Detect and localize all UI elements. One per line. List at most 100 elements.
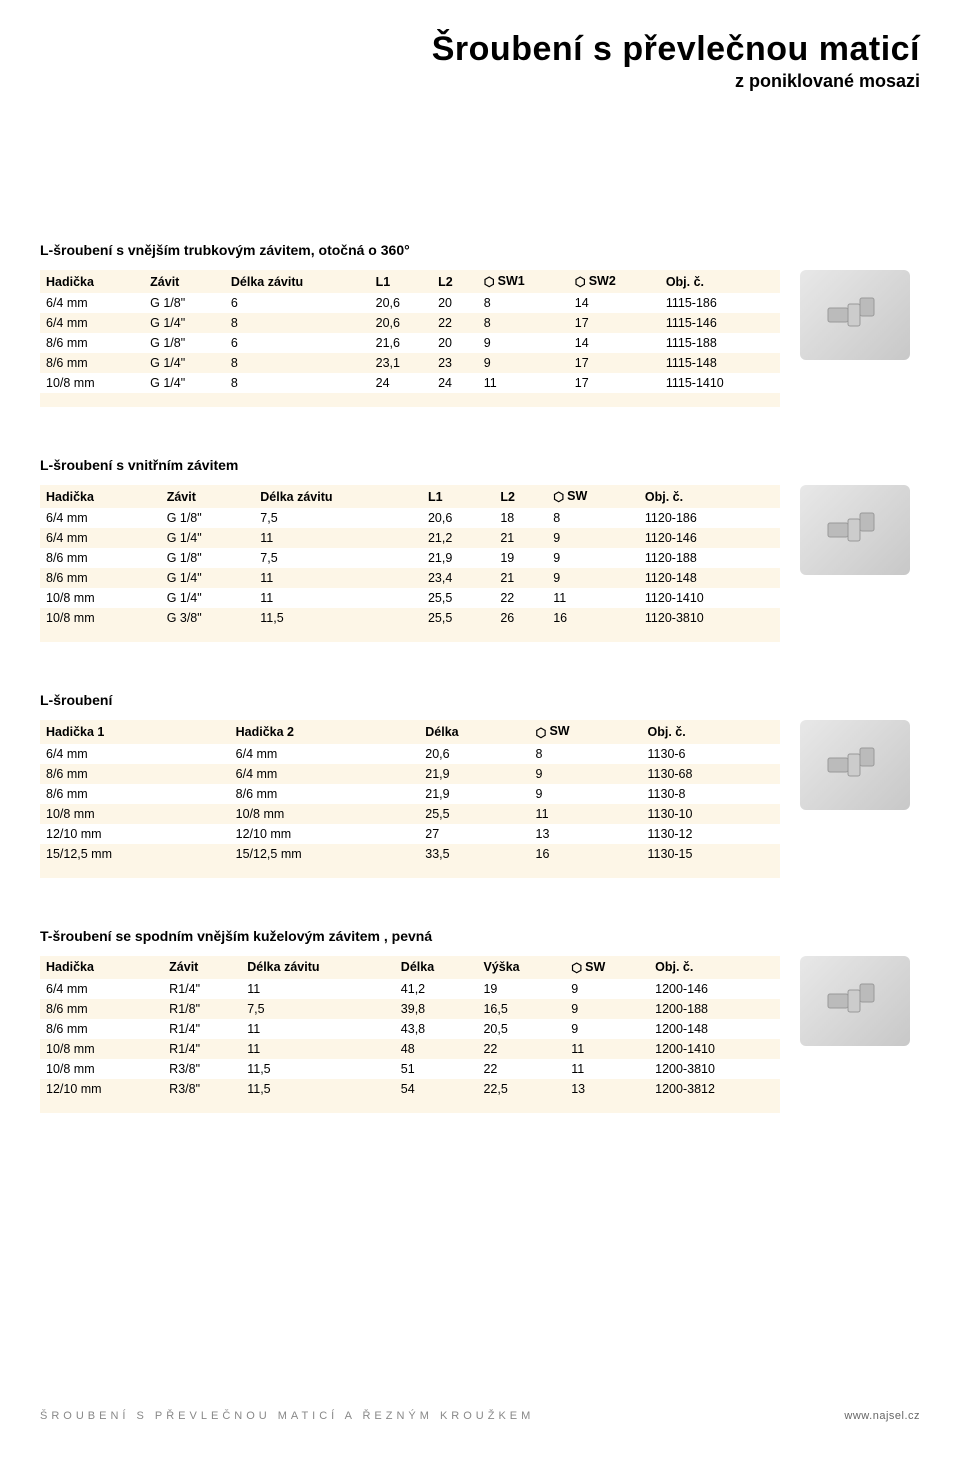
table-cell: 21,6 <box>370 333 432 353</box>
spacer-row <box>40 393 780 407</box>
table-cell: G 1/8" <box>144 333 225 353</box>
table-cell: 1115-146 <box>660 313 780 333</box>
table-row: 10/8 mmR1/4"114822111200-1410 <box>40 1039 780 1059</box>
table-cell: G 1/8" <box>144 293 225 313</box>
table-cell: 20,6 <box>370 313 432 333</box>
table-row: 10/8 mmR3/8"11,55122111200-3810 <box>40 1059 780 1079</box>
footer-url: www.najsel.cz <box>844 1410 920 1422</box>
table-cell: 7,5 <box>241 999 395 1019</box>
table-cell: 8 <box>478 313 569 333</box>
table-cell: 20,5 <box>477 1019 565 1039</box>
table-cell: 1120-3810 <box>639 608 780 628</box>
column-header: Hadička 2 <box>230 720 420 743</box>
table-cell: 1120-186 <box>639 508 780 528</box>
table-wrap: HadičkaZávitDélka závituDélkaVýška⬡SWObj… <box>40 956 920 1113</box>
table-row: 6/4 mmG 1/8"620,6208141115-186 <box>40 293 780 313</box>
table-cell: 11 <box>254 588 422 608</box>
table-cell: 21,9 <box>419 784 529 804</box>
section: L-šroubení s vnějším trubkovým závitem, … <box>40 242 920 407</box>
table-cell: 12/10 mm <box>40 824 230 844</box>
table-cell: 11 <box>241 979 395 999</box>
column-header: Délka závitu <box>254 485 422 508</box>
table-cell: 6/4 mm <box>40 293 144 313</box>
table-cell: 11 <box>565 1059 649 1079</box>
column-header: Výška <box>477 956 565 979</box>
table-cell: 9 <box>565 979 649 999</box>
page-title: Šroubení s převlečnou maticí <box>40 30 920 69</box>
table-wrap: HadičkaZávitDélka závituL1L2⬡SW1⬡SW2Obj.… <box>40 270 920 407</box>
table-cell: 1115-188 <box>660 333 780 353</box>
table-cell: 18 <box>494 508 547 528</box>
column-header: Délka <box>419 720 529 743</box>
table-cell: 16 <box>530 844 642 864</box>
table-cell: 1120-188 <box>639 548 780 568</box>
table-cell: 11 <box>478 373 569 393</box>
table-cell: R1/4" <box>163 1019 241 1039</box>
footer-left: ŠROUBENÍ S PŘEVLEČNOU MATICÍ A ŘEZNÝM KR… <box>40 1410 534 1422</box>
table-cell: 11 <box>254 528 422 548</box>
table-cell: 22 <box>477 1039 565 1059</box>
table-cell: G 1/8" <box>161 548 255 568</box>
hex-icon: ⬡ <box>536 725 547 740</box>
table-cell: 1120-1410 <box>639 588 780 608</box>
table-cell: 14 <box>569 293 660 313</box>
table-cell: 10/8 mm <box>40 1039 163 1059</box>
table-cell: 1120-148 <box>639 568 780 588</box>
table-cell: 1130-10 <box>642 804 780 824</box>
table-cell: 20,6 <box>422 508 494 528</box>
table-cell: G 1/8" <box>161 508 255 528</box>
table-row: 10/8 mmG 3/8"11,525,526161120-3810 <box>40 608 780 628</box>
table-cell: 13 <box>565 1079 649 1099</box>
table-cell: 10/8 mm <box>40 373 144 393</box>
table-cell: 1200-3810 <box>649 1059 780 1079</box>
table-cell: 1200-146 <box>649 979 780 999</box>
column-header: ⬡SW1 <box>478 270 569 293</box>
page-footer: ŠROUBENÍ S PŘEVLEČNOU MATICÍ A ŘEZNÝM KR… <box>40 1410 920 1422</box>
spacer-cell <box>40 1099 780 1113</box>
table-cell: 8 <box>225 353 370 373</box>
table-cell: 17 <box>569 373 660 393</box>
table-row: 6/4 mm6/4 mm20,681130-6 <box>40 744 780 764</box>
table-cell: 15/12,5 mm <box>230 844 420 864</box>
column-header: Závit <box>161 485 255 508</box>
table-row: 10/8 mmG 1/4"1125,522111120-1410 <box>40 588 780 608</box>
table-wrap: Hadička 1Hadička 2Délka⬡SWObj. č.6/4 mm6… <box>40 720 920 877</box>
fitting-icon <box>820 505 890 555</box>
table-cell: 1200-148 <box>649 1019 780 1039</box>
table-cell: 22 <box>477 1059 565 1079</box>
table-cell: 16,5 <box>477 999 565 1019</box>
table-cell: 22 <box>494 588 547 608</box>
table-cell: 21,9 <box>419 764 529 784</box>
table-cell: 1200-188 <box>649 999 780 1019</box>
section-title: T-šroubení se spodním vnějším kuželovým … <box>40 928 920 944</box>
spacer-cell <box>40 393 780 407</box>
table-cell: 6 <box>225 333 370 353</box>
table-row: 8/6 mm8/6 mm21,991130-8 <box>40 784 780 804</box>
table-cell: 25,5 <box>422 608 494 628</box>
spacer-row <box>40 864 780 878</box>
table-area: HadičkaZávitDélka závituL1L2⬡SWObj. č.6/… <box>40 485 780 642</box>
table-row: 12/10 mm12/10 mm27131130-12 <box>40 824 780 844</box>
column-header: Hadička 1 <box>40 720 230 743</box>
table-cell: 27 <box>419 824 529 844</box>
section-title: L-šroubení <box>40 692 920 708</box>
table-row: 8/6 mmG 1/4"823,1239171115-148 <box>40 353 780 373</box>
table-cell: 8/6 mm <box>40 1019 163 1039</box>
table-cell: 6/4 mm <box>40 744 230 764</box>
table-row: 6/4 mmG 1/4"1121,22191120-146 <box>40 528 780 548</box>
column-header: Závit <box>163 956 241 979</box>
column-header: ⬡SW <box>530 720 642 743</box>
product-image <box>800 720 910 810</box>
product-image <box>800 956 910 1046</box>
table-cell: 19 <box>494 548 547 568</box>
table-cell: 9 <box>565 1019 649 1039</box>
table-cell: 39,8 <box>395 999 478 1019</box>
table-cell: 21,2 <box>422 528 494 548</box>
hex-icon: ⬡ <box>571 960 582 975</box>
table-cell: 10/8 mm <box>230 804 420 824</box>
table-cell: G 3/8" <box>161 608 255 628</box>
table-cell: R3/8" <box>163 1059 241 1079</box>
table-cell: 24 <box>370 373 432 393</box>
table-cell: 23,1 <box>370 353 432 373</box>
table-cell: 8 <box>530 744 642 764</box>
